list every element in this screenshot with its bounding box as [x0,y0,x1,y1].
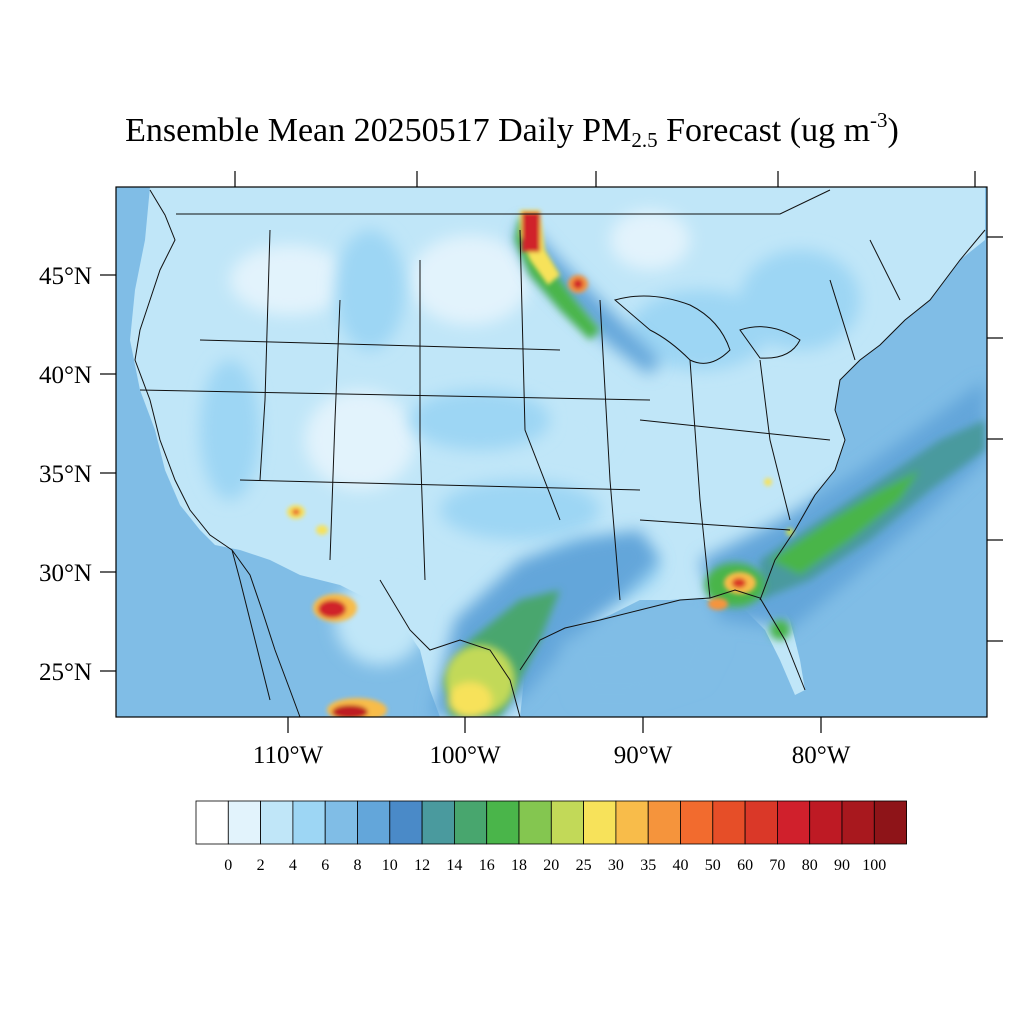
colorbar-label: 10 [382,857,398,874]
colorbar-label: 70 [769,857,785,874]
lat-label-25: 25°N [39,659,92,686]
colorbar-swatch [680,800,714,845]
colorbar-label: 6 [321,857,329,874]
colorbar-label: 16 [479,857,495,874]
title-subscript: 2.5 [631,128,658,152]
low-concentration-zones [230,210,690,665]
lon-label-110w: 110°W [253,742,324,769]
colorbar-swatch [744,800,778,845]
colorbar-label: 25 [576,857,592,874]
lat-label-45: 45°N [39,263,92,290]
latitude-labels: 45°N 40°N 35°N 30°N 25°N [39,263,92,686]
colorbar-label: 60 [737,857,753,874]
coastline-and-borders [134,189,986,717]
colorbar-swatch [841,800,875,845]
colorbar-swatch [712,800,746,845]
colorbar-swatch [777,800,811,845]
colorbar-swatch [453,800,488,845]
map-frame [115,186,988,718]
top-ticks [234,171,976,187]
colorbar-swatch [873,800,907,845]
colorbar-swatch [357,800,391,845]
colorbar-label: 80 [802,857,818,874]
colorbar-label: 12 [414,857,430,874]
colorbar-label: 40 [673,857,689,874]
colorbar-label: 100 [862,857,886,874]
colorbar-swatch [518,800,552,845]
lat-label-40: 40°N [39,362,92,389]
title-after-subscript: Forecast (ug m [657,112,871,149]
lon-label-100w: 100°W [429,742,500,769]
fire-hotspots [287,210,794,717]
title-main: Ensemble Mean 20250517 Daily PM [125,112,632,149]
mid-concentration-zones [200,230,860,600]
map-title: Ensemble Mean 20250517 Daily PM2.5 Forec… [0,110,1024,152]
colorbar-swatch [421,800,455,845]
title-superscript: -3 [870,108,888,132]
colorbar-swatch [486,800,520,845]
colorbar-label: 30 [608,857,624,874]
colorbar-swatch [389,800,423,845]
colorbar-swatch [809,800,843,845]
colorbar-label: 35 [640,857,656,874]
bottom-ticks [287,717,822,733]
colorbar-swatch [260,800,294,845]
colorbar-swatch [227,800,262,845]
colorbar-label: 4 [289,857,297,874]
colorbar-label: 14 [446,857,462,874]
colorbar-label: 20 [543,857,559,874]
colorbar-swatch [550,800,584,845]
colorbar-swatch [324,800,358,845]
colorbar: 0 2 4 6 8 10 12 14 16 18 20 25 30 35 40 50 60 70 80 90 100 [195,800,907,874]
right-ticks [987,236,1003,642]
colorbar-swatch [615,800,649,845]
colorbar-label: 50 [705,857,721,874]
colorbar-swatch [647,800,681,845]
lon-label-90w: 90°W [614,742,673,769]
title-close: ) [887,112,899,149]
map-panel [116,187,987,717]
colorbar-swatch [195,800,229,845]
lon-label-80w: 80°W [792,742,851,769]
longitude-labels: 110°W 100°W 90°W 80°W [253,742,851,769]
colorbar-label: 90 [834,857,850,874]
lat-label-35: 35°N [39,461,92,488]
colorbar-label: 8 [354,857,362,874]
left-ticks [100,274,116,672]
colorbar-swatch [583,800,617,845]
colorbar-label: 0 [224,857,232,874]
colorbar-label: 2 [257,857,265,874]
colorbar-swatch [292,800,326,845]
lat-label-30: 30°N [39,560,92,587]
colorbar-label: 18 [511,857,527,874]
